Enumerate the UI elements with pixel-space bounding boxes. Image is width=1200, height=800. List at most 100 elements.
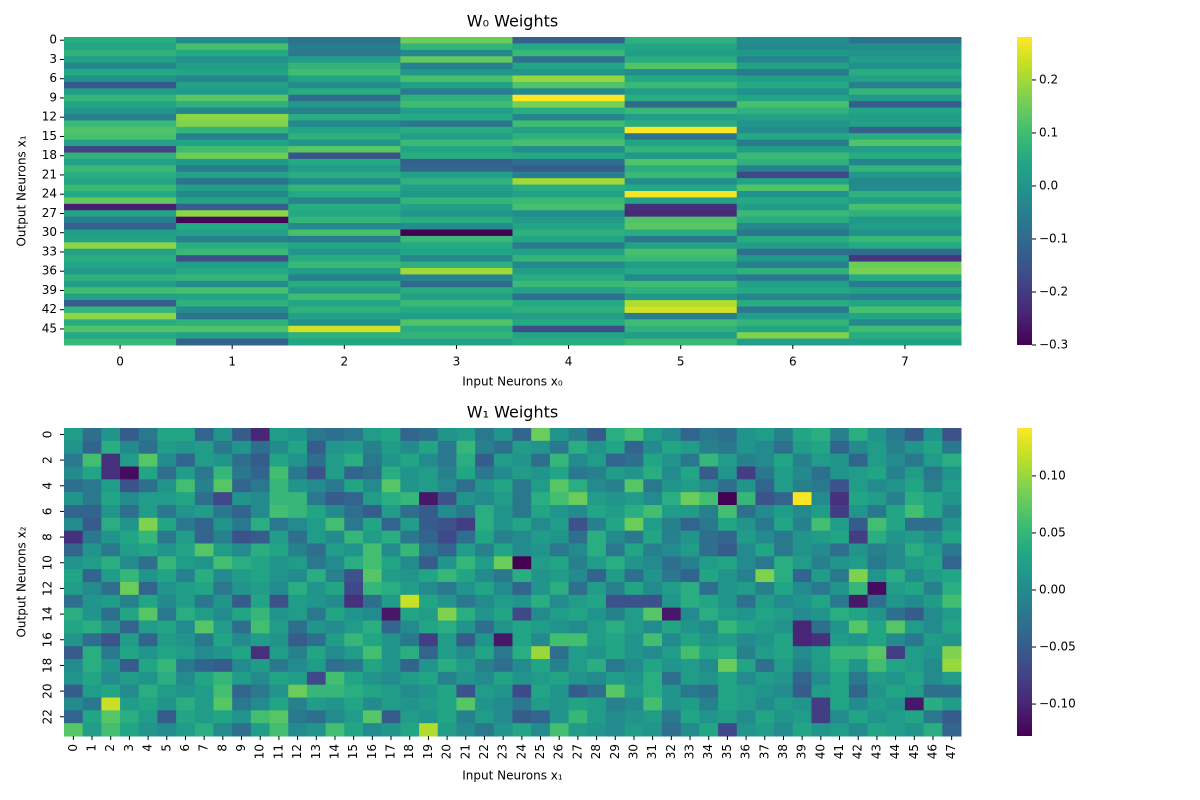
heatmap-cell <box>792 505 812 519</box>
heatmap-cell <box>138 479 158 493</box>
heatmap-cell <box>437 671 457 686</box>
heatmap-cell <box>718 582 738 596</box>
heatmap-cell <box>176 646 196 660</box>
x-tick-label: 42 <box>851 744 865 759</box>
heatmap-cell <box>624 184 738 192</box>
heatmap-cell <box>363 492 383 506</box>
heatmap-cell <box>325 684 345 698</box>
heatmap-cell <box>680 530 700 544</box>
heatmap-cell <box>512 338 626 346</box>
y-tick-label: 33 <box>42 244 57 258</box>
heatmap-cell <box>493 569 513 583</box>
heatmap-cell <box>848 114 962 121</box>
heatmap-cell <box>942 556 962 570</box>
heatmap-cell <box>699 582 719 596</box>
heatmap-cell <box>587 723 607 737</box>
heatmap-cell <box>176 216 289 224</box>
heatmap-cell <box>643 492 663 506</box>
heatmap-cell <box>512 152 626 160</box>
heatmap-cell <box>792 684 812 698</box>
heatmap-cell <box>344 466 364 480</box>
heatmap-cell <box>64 479 84 493</box>
heatmap-cell <box>400 453 420 467</box>
heatmap-cell <box>306 671 327 686</box>
heatmap-cell <box>288 594 308 609</box>
heatmap-cell <box>568 659 588 673</box>
heatmap-cell <box>811 723 831 737</box>
heatmap-cell <box>288 710 308 724</box>
heatmap-cell <box>381 543 401 557</box>
heatmap-cell <box>82 466 102 480</box>
heatmap-cell <box>344 710 364 724</box>
heatmap-cell <box>736 203 850 211</box>
heatmap-cell <box>82 620 102 634</box>
heatmap-cell <box>288 684 308 698</box>
heatmap-cell <box>848 171 962 179</box>
heatmap-cell <box>82 723 102 737</box>
heatmap-cell <box>774 543 794 557</box>
heatmap-cell <box>419 543 439 557</box>
heatmap-cell <box>381 582 401 596</box>
heatmap-cell <box>531 710 551 724</box>
heatmap-cell <box>400 332 513 340</box>
heatmap-cell <box>475 530 495 544</box>
heatmap-cell <box>456 543 476 557</box>
heatmap-cell <box>942 633 962 647</box>
heatmap-cell <box>475 569 495 583</box>
heatmap-cell <box>680 466 700 480</box>
heatmap-cell <box>680 440 700 455</box>
heatmap-cell <box>363 505 383 519</box>
heatmap-cell <box>624 165 738 173</box>
heatmap-cell <box>848 107 962 115</box>
heatmap-cell <box>419 440 439 455</box>
heatmap-cell <box>923 582 943 596</box>
heatmap-cell <box>232 505 252 519</box>
heatmap-cell <box>138 671 158 686</box>
heatmap-cell <box>848 479 869 493</box>
heatmap-cell <box>942 492 962 506</box>
heatmap-cell <box>512 210 626 218</box>
heatmap-cell <box>194 428 214 442</box>
heatmap-cell <box>138 710 158 724</box>
heatmap-cell <box>662 569 682 583</box>
heatmap-cell <box>120 723 140 737</box>
heatmap-cell <box>120 671 140 686</box>
x-tick-label: 38 <box>776 744 790 759</box>
heatmap-cell <box>288 75 401 83</box>
heatmap-cell <box>736 287 850 295</box>
heatmap-cell <box>512 49 626 57</box>
heatmap-cell <box>493 517 513 532</box>
heatmap-cell <box>867 646 887 660</box>
heatmap-cell <box>811 569 831 583</box>
heatmap-cell <box>643 723 663 737</box>
heatmap-cell <box>344 505 364 519</box>
heatmap-cell <box>344 517 364 532</box>
heatmap-cell <box>101 479 121 493</box>
heatmap-cell <box>194 543 214 557</box>
heatmap-cell <box>531 505 551 519</box>
heatmap-cell <box>456 607 476 621</box>
heatmap-cell <box>363 543 383 557</box>
heatmap-cell <box>288 261 401 269</box>
x-tick-label: 22 <box>477 744 491 759</box>
heatmap-cell <box>363 633 383 647</box>
heatmap-cell <box>213 697 233 711</box>
heatmap-cell <box>942 723 962 737</box>
y-tick-label: 3 <box>49 52 57 66</box>
heatmap-cell <box>904 582 925 596</box>
heatmap-cell <box>101 556 121 570</box>
heatmap-cell <box>830 671 850 686</box>
heatmap-cell <box>549 594 570 609</box>
heatmap-cell <box>755 492 775 506</box>
heatmap-cell <box>680 582 700 596</box>
heatmap-cell <box>176 466 196 480</box>
heatmap-cell <box>176 139 289 147</box>
heatmap-cell <box>811 440 831 455</box>
heatmap-cell <box>325 517 345 532</box>
heatmap-cell <box>138 697 158 711</box>
heatmap-cell <box>848 120 962 128</box>
heatmap-cell <box>587 453 607 467</box>
heatmap-cell <box>848 312 962 320</box>
chart-title: W₀ Weights <box>467 12 558 31</box>
heatmap-cell <box>904 697 925 711</box>
